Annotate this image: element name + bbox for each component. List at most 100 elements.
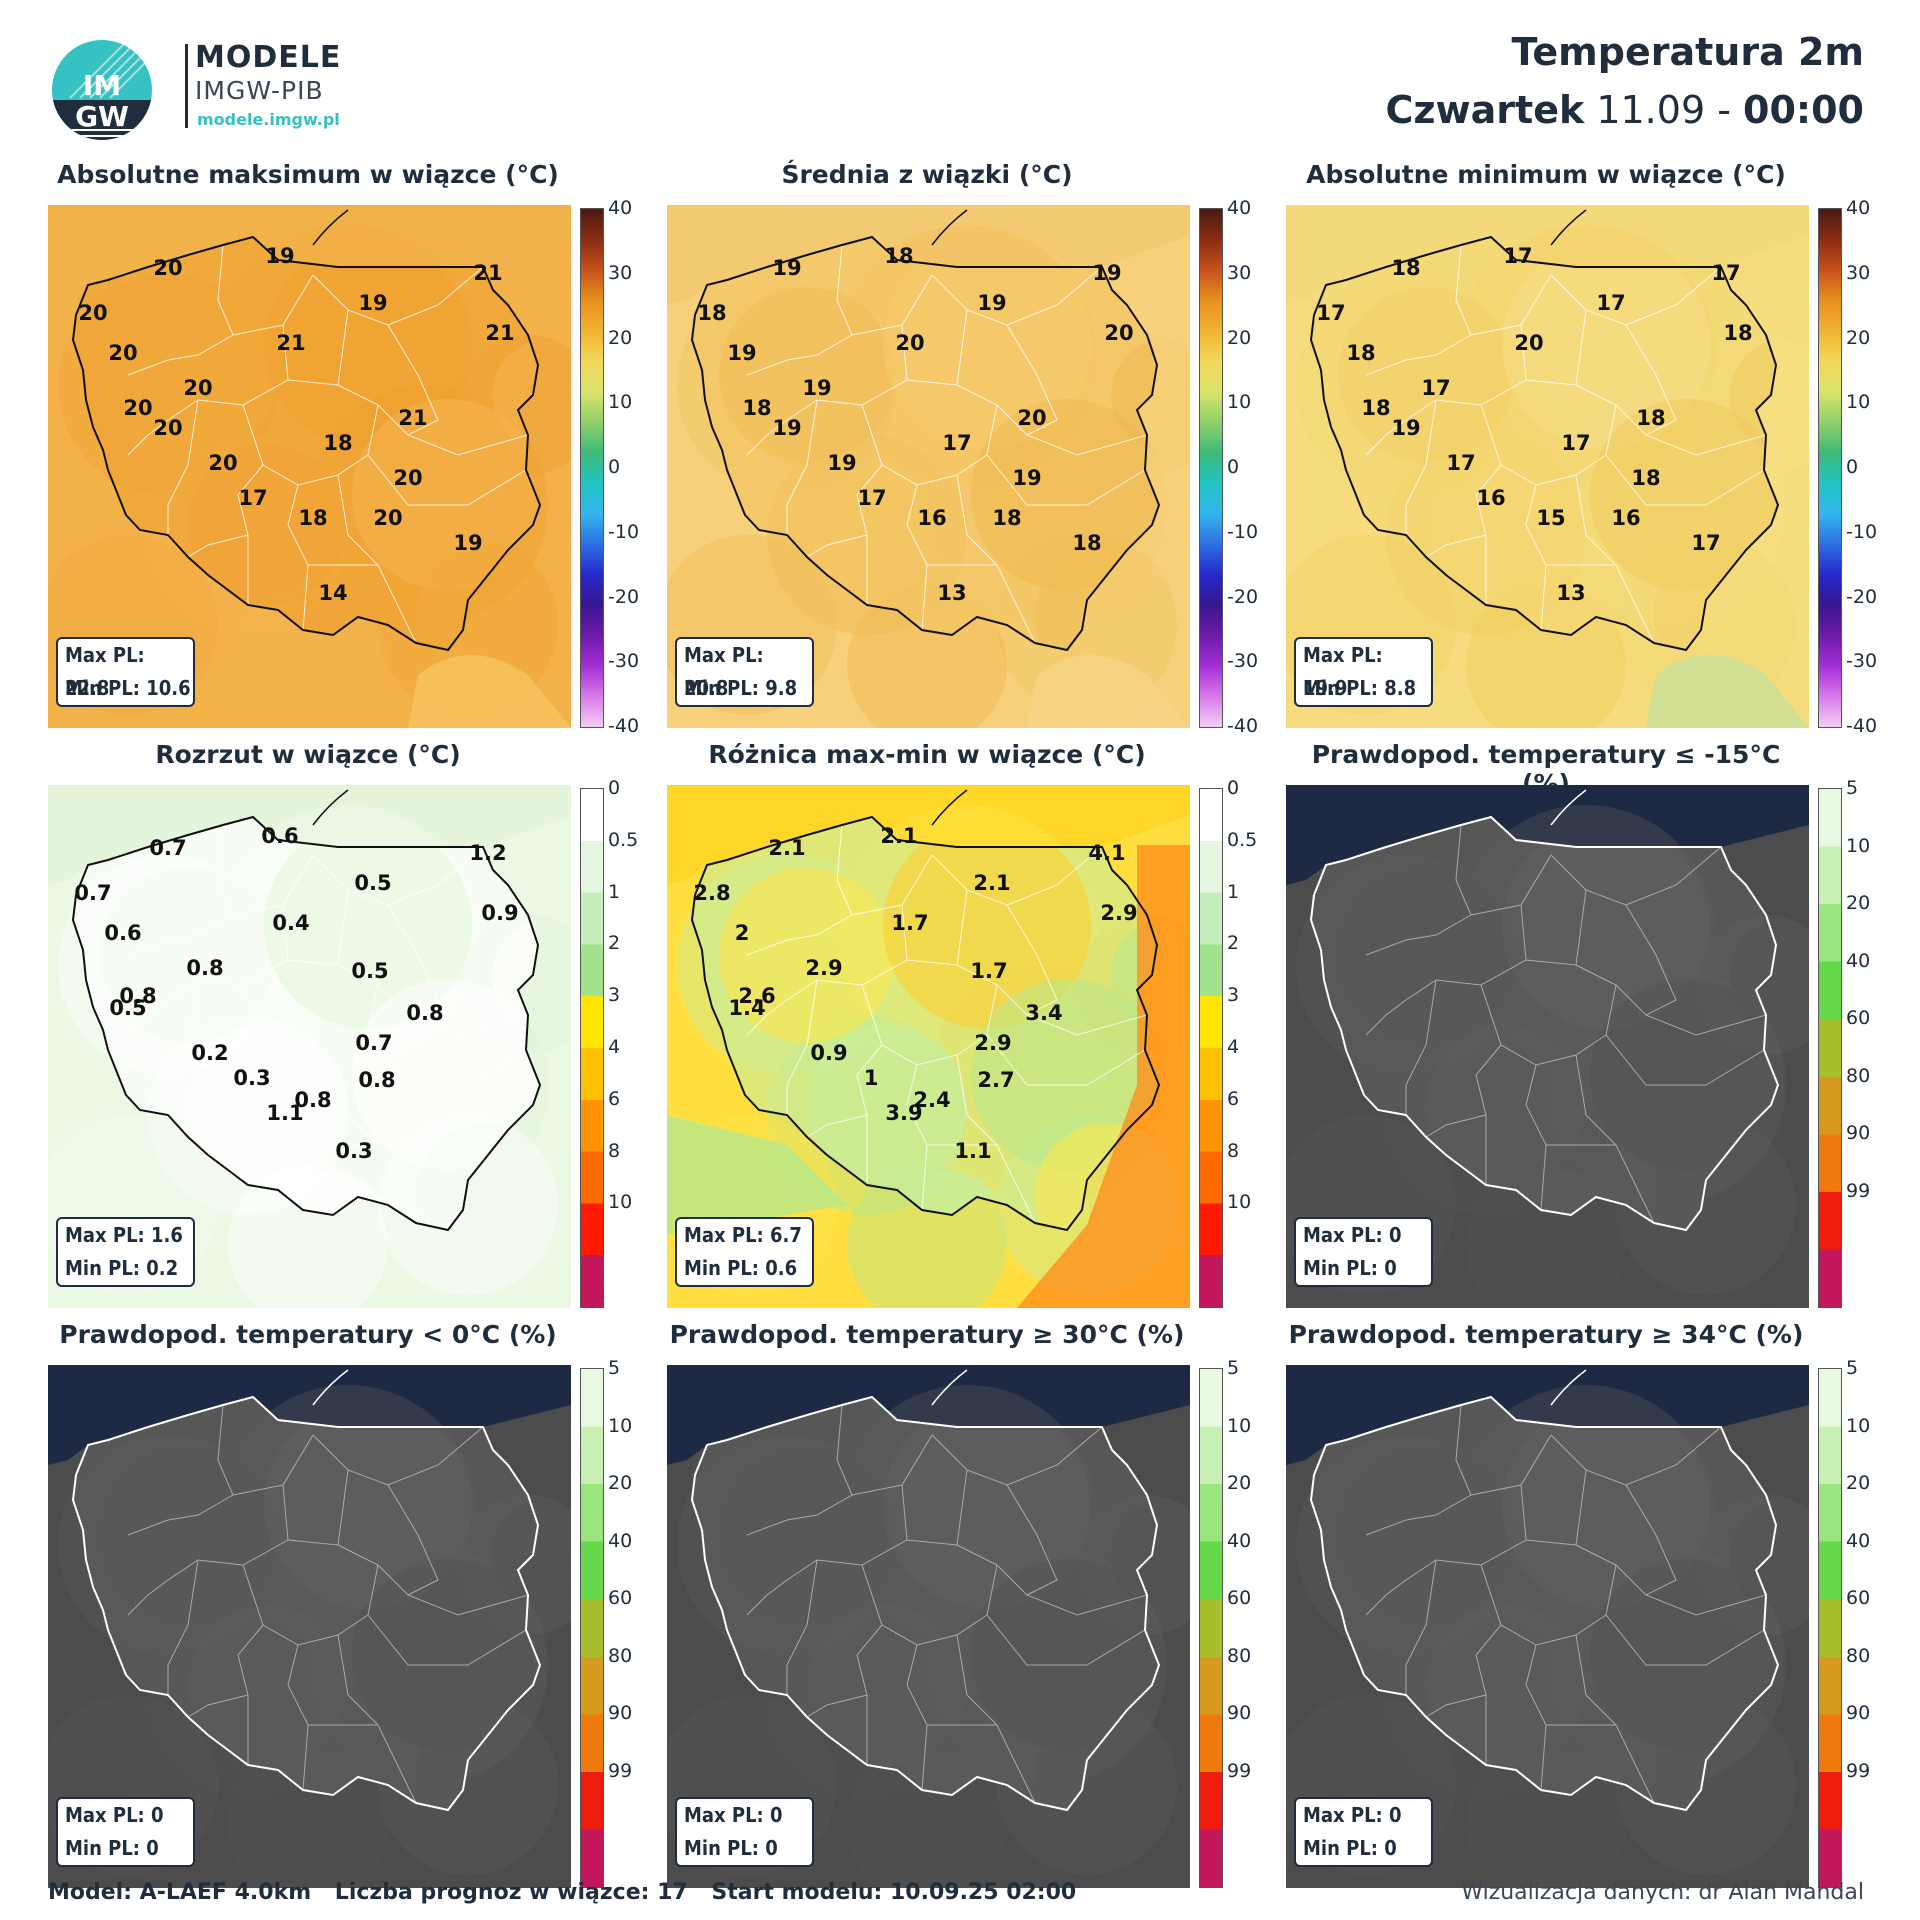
map-value-label: 19 — [772, 416, 801, 440]
hel-peninsula — [1550, 1369, 1587, 1406]
colorbar-tick-label: 99 — [1846, 1759, 1871, 1782]
colorbar-tick-label: 2 — [608, 932, 621, 955]
colorbar-tick-label: 10 — [1846, 834, 1871, 857]
forecast-day: Czwartek — [1385, 88, 1585, 132]
sea-area — [48, 1365, 571, 1465]
colorbar-tick-label: 99 — [1846, 1179, 1871, 1202]
map-value-label: 19 — [977, 291, 1006, 315]
colorbar-tick-label: 10 — [1227, 1191, 1252, 1214]
map-value-label: 20 — [895, 331, 924, 355]
country-border — [1309, 815, 1780, 1232]
colorbar-tick-label: 20 — [1846, 892, 1871, 915]
map-value-label: 15 — [1536, 506, 1565, 530]
map-panel: Średnia z wiązki (°C) 19 18 19 18 19 20 19 20 19 1… — [667, 160, 1258, 737]
footer-model-info: Model: A-LAEF 4.0km Liczba prognoz w wią… — [48, 1880, 1092, 1905]
hel-peninsula — [1550, 789, 1587, 826]
colorbar-tick-label: 80 — [1846, 1064, 1871, 1087]
map-svg — [1286, 1365, 1809, 1888]
panel-title: Średnia z wiązki (°C) — [781, 160, 1073, 189]
panel-title: Prawdopod. temperatury ≤ -15°C (%) — [1311, 740, 1781, 798]
map-panel: Prawdopod. temperatury < 0°C (%) Max PL: … — [48, 1320, 632, 1888]
colorbar-tick-label: -40 — [608, 715, 640, 737]
colorbar — [1199, 788, 1223, 1308]
colorbar-tick-label: 90 — [1227, 1702, 1252, 1725]
map-value-label: 20 — [1514, 331, 1543, 355]
map-value-label: 1 — [864, 1066, 879, 1090]
map-value-label: 18 — [1631, 466, 1660, 490]
stats-box: Max PL: 0 Min PL: 0 — [1294, 1217, 1433, 1287]
map-svg — [48, 1365, 571, 1888]
map-value-label: 14 — [318, 581, 347, 605]
map-panel: Absolutne maksimum w wiązce (°C) 20 19 21 20… — [48, 160, 639, 737]
max-value: Max PL: 0 — [65, 1803, 164, 1827]
colorbar-tick-label: 5 — [608, 1357, 621, 1379]
stats-box: Max PL: 20.8 Min PL: 9.8 — [675, 637, 814, 707]
map-value-label: 1.4 — [728, 996, 765, 1020]
colorbar-ticks: 40 30 20 10 0 -10 -20 -30 -40 — [1227, 197, 1282, 737]
map-value-label: 13 — [1556, 581, 1585, 605]
colorbar-tick-label: 0 — [1227, 456, 1240, 478]
min-value: Min PL: 0 — [65, 1836, 159, 1860]
logo-text-top: IM — [83, 69, 121, 102]
max-value: Max PL: 20.8 — [684, 643, 764, 700]
map-value-label: 3.9 — [885, 1101, 922, 1125]
map-value-label: 0.8 — [406, 1001, 443, 1025]
map-value-label: 0.4 — [272, 911, 309, 935]
sea-area — [667, 1365, 1190, 1465]
map-value-label: 21 — [473, 261, 502, 285]
colorbar-tick-label: 40 — [1846, 949, 1871, 972]
colorbar-tick-label: 99 — [1227, 1759, 1252, 1782]
map-value-label: 17 — [238, 486, 267, 510]
map-value-label: 17 — [857, 486, 886, 510]
footer-credit: Wizualizacja danych: dr Alan Mandal — [1461, 1880, 1864, 1905]
panel-title: Rozrzut w wiązce (°C) — [155, 740, 461, 769]
colorbar-tick-label: 40 — [1846, 1529, 1871, 1552]
max-value: Max PL: 0 — [684, 1803, 783, 1827]
map-value-label: 20 — [108, 341, 137, 365]
poland-map — [667, 1365, 1190, 1888]
map-value-label: 19 — [802, 376, 831, 400]
sea-area — [48, 785, 571, 885]
colorbar-tick-label: 30 — [608, 261, 633, 284]
brand-url-link[interactable]: modele.imgw.pl — [197, 110, 340, 129]
map-value-label: 18 — [884, 244, 913, 268]
map-value-label: 18 — [1072, 531, 1101, 555]
map-value-label: 21 — [398, 406, 427, 430]
hel-peninsula — [312, 1369, 349, 1406]
colorbar — [580, 788, 604, 1308]
colorbar-tick-label: 8 — [608, 1139, 621, 1162]
hel-peninsula — [1550, 209, 1587, 246]
map-value-label: 0.8 — [294, 1088, 331, 1112]
min-value: Min PL: 0 — [1303, 1256, 1397, 1280]
colorbar-tick-label: -20 — [1846, 585, 1878, 608]
map-value-label: 20 — [123, 396, 152, 420]
colorbar-tick-label: 5 — [1227, 1357, 1240, 1379]
stats-box: Max PL: 19.9 Min PL: 8.8 — [1294, 637, 1433, 707]
colorbar-tick-label: 80 — [608, 1644, 633, 1667]
map-panel: Prawdopod. temperatury ≥ 34°C (%) Max PL:… — [1286, 1320, 1870, 1888]
map-value-label: 0.2 — [191, 1041, 228, 1065]
map-panel: Prawdopod. temperatury ≥ 30°C (%) Max PL:… — [667, 1320, 1251, 1888]
colorbar — [580, 208, 604, 728]
map-value-label: 19 — [1012, 466, 1041, 490]
colorbar-tick-label: 80 — [1227, 1644, 1252, 1667]
colorbar-ticks: 0 0.5 1 2 3 4 6 8 10 — [1227, 777, 1282, 1306]
colorbar-tick-label: 10 — [1846, 391, 1871, 414]
poland-map: 19 18 19 18 19 20 19 20 19 18 20 19 17 19 17 19 16 18 18 13 — [667, 205, 1190, 728]
colorbar-tick-label: 10 — [1227, 1414, 1252, 1437]
country-border — [690, 1395, 1161, 1812]
country-border — [1309, 235, 1780, 652]
colorbar-tick-label: -30 — [1227, 650, 1259, 673]
map-value-label: 0.8 — [186, 956, 223, 980]
map-value-label: 18 — [1361, 396, 1390, 420]
map-value-label: 18 — [992, 506, 1021, 530]
colorbar-tick-label: 0.5 — [608, 828, 639, 851]
stats-box: Max PL: 0 Min PL: 0 — [56, 1797, 195, 1867]
colorbar-tick-label: -40 — [1227, 715, 1259, 737]
map-value-label: 2.1 — [880, 824, 917, 848]
country-border — [1309, 1395, 1780, 1812]
map-panel: Różnica max-min w wiązce (°C) 2.1 2.1 4.1 2.… — [667, 740, 1257, 1308]
map-value-label: 18 — [298, 506, 327, 530]
